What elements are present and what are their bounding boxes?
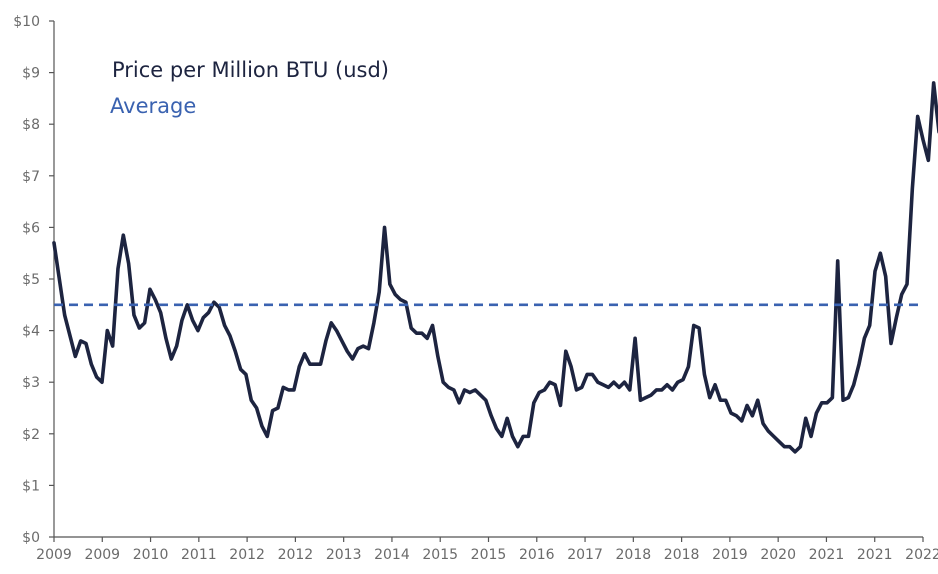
x-tick-label: 2021 — [809, 547, 845, 563]
y-axis: $0 $1 $2 $3 $4 $5 $6 $7 $8 $9 $10 — [13, 14, 55, 546]
y-tick-label: $7 — [22, 169, 40, 185]
x-axis: 2009 2009 2010 2011 2012 2012 2013 2014 2015 2015… — [36, 536, 938, 563]
price-series-line — [52, 81, 938, 454]
x-tick-label: 2019 — [712, 547, 748, 563]
x-tick-label: 2015 — [471, 547, 507, 563]
x-tick-label: 2016 — [519, 547, 555, 563]
y-tick-label: $0 — [22, 530, 40, 546]
x-tick-label: 2020 — [760, 547, 796, 563]
y-tick-label: $10 — [13, 14, 40, 30]
y-tick-label: $8 — [22, 117, 40, 133]
y-tick-label: $4 — [22, 324, 40, 340]
x-tick-label: 2015 — [422, 547, 458, 563]
x-tick-label: 2014 — [374, 547, 410, 563]
x-tick-label: 2021 — [857, 547, 893, 563]
x-tick-label: 2018 — [616, 547, 652, 563]
x-tick-label: 2010 — [133, 547, 169, 563]
y-tick-label: $3 — [22, 375, 40, 391]
x-tick-label: 2018 — [664, 547, 700, 563]
y-tick-label: $1 — [22, 478, 40, 494]
series-layer — [52, 81, 938, 454]
x-tick-label: 2022 — [905, 547, 938, 563]
x-tick-label: 2011 — [181, 547, 217, 563]
x-tick-label: 2012 — [229, 547, 265, 563]
x-tick-label: 2009 — [36, 547, 72, 563]
x-tick-label: 2013 — [326, 547, 362, 563]
y-tick-label: $6 — [22, 220, 40, 236]
legend-average-label: Average — [110, 94, 196, 118]
x-tick-label: 2017 — [567, 547, 603, 563]
y-tick-label: $2 — [22, 427, 40, 443]
legend: Price per Million BTU (usd) Average — [110, 58, 389, 118]
legend-price-label: Price per Million BTU (usd) — [112, 58, 389, 82]
y-tick-label: $5 — [22, 272, 40, 288]
x-tick-label: 2012 — [278, 547, 314, 563]
x-tick-label: 2009 — [84, 547, 120, 563]
y-tick-label: $9 — [22, 66, 40, 82]
